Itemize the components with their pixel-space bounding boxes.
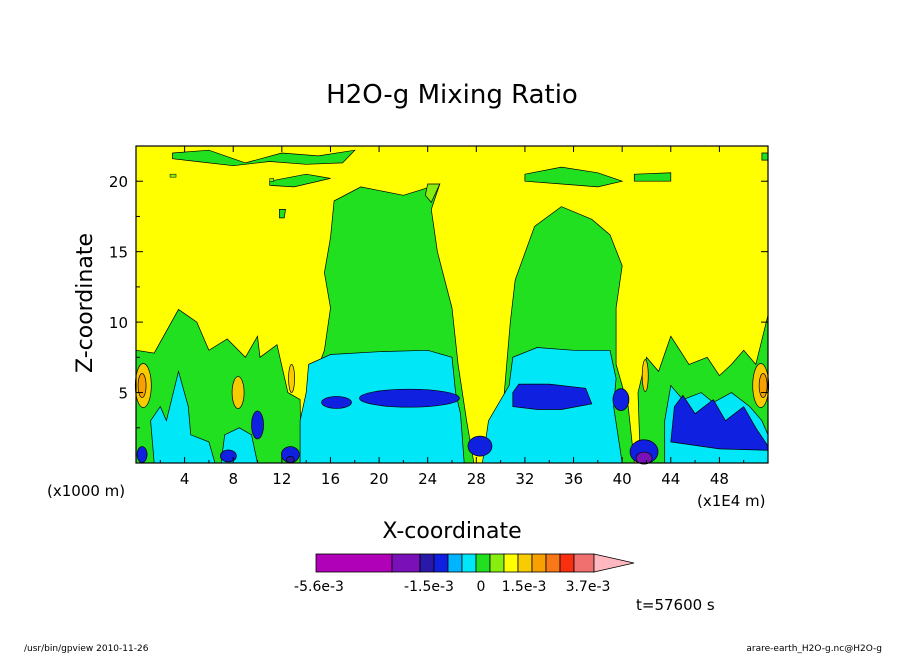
x-tick-label: 8 (228, 470, 238, 488)
contour-green-top-6 (279, 209, 286, 219)
plot-area (134, 145, 770, 465)
x-axis: 4 8 12 16 20 24 28 32 36 40 44 48 (159, 146, 745, 488)
contour-cyan-center (299, 349, 465, 464)
y-tick-label: 10 (109, 314, 128, 332)
speck-2 (269, 178, 274, 182)
contour-blue-10 (136, 446, 148, 463)
colorbar-swatch (461, 553, 477, 573)
x-tick-label: 32 (515, 470, 534, 488)
y-tick-label: 5 (118, 385, 128, 403)
contour-orange-right-inner (758, 373, 768, 398)
contour-orange-x8 (231, 376, 245, 409)
colorbar-swatch (447, 553, 463, 573)
contour-green-top-1 (172, 149, 356, 167)
contour-blue-1 (321, 396, 352, 409)
contour-blue-7 (467, 435, 493, 457)
contour-blue-4 (612, 388, 630, 411)
colorbar-swatch (433, 553, 449, 573)
colorbar-swatch (517, 553, 533, 573)
x-tick-label: 40 (613, 470, 632, 488)
x-tick-label: 28 (467, 470, 486, 488)
x-unit-right: (x1E4 m) (697, 492, 766, 510)
colorbar-swatch (419, 553, 435, 573)
contour-green-top-2 (269, 173, 331, 188)
colorbar-label: -5.6e-3 (294, 579, 344, 595)
contour-blue-3 (512, 383, 593, 410)
x-tick-label: 20 (370, 470, 389, 488)
contour-green-top-5 (761, 152, 769, 161)
contour-blue-9 (220, 449, 237, 463)
x-tick-label: 4 (180, 470, 190, 488)
y-tick-label: 20 (109, 173, 128, 191)
contour-orange-left-inner (137, 373, 147, 398)
chart-title: H2O-g Mixing Ratio (326, 80, 578, 110)
footer-left: /usr/bin/gpview 2010-11-26 (24, 644, 149, 654)
colorbar: -5.6e-3 -1.5e-3 0 1.5e-3 3.7e-3 (294, 553, 635, 595)
contour-orange-x12 (288, 364, 295, 393)
y-tick-label: 15 (109, 244, 128, 262)
contour-green-top-4 (633, 172, 672, 182)
colorbar-swatch (489, 553, 505, 573)
colorbar-arrow (593, 553, 635, 573)
contour-blue-6 (251, 410, 264, 440)
contour-orange-x42 (641, 359, 649, 392)
y-axis: 5 10 15 20 (109, 173, 768, 429)
colorbar-swatch (573, 553, 595, 573)
x-axis-label: X-coordinate (382, 519, 521, 544)
contour-green-top-3 (524, 166, 624, 188)
colorbar-label: -1.5e-3 (404, 579, 454, 595)
x-tick-label: 16 (321, 470, 340, 488)
x-tick-label: 48 (710, 470, 729, 488)
x-tick-label: 24 (418, 470, 437, 488)
colorbar-swatch (475, 553, 491, 573)
contour-lightgreen-1 (424, 183, 441, 204)
colorbar-label: 0 (477, 579, 486, 595)
contour-purple-1 (635, 451, 653, 465)
colorbar-swatch (531, 553, 547, 573)
colorbar-swatch (545, 553, 561, 573)
x-tick-label: 12 (272, 470, 291, 488)
colorbar-swatch (503, 553, 519, 573)
colorbar-swatch (315, 553, 393, 573)
y-axis-label: Z-coordinate (73, 233, 98, 373)
x-tick-label: 36 (564, 470, 583, 488)
colorbar-label: 3.7e-3 (566, 579, 611, 595)
colorbar-swatch (391, 553, 421, 573)
speck-1 (169, 173, 177, 178)
contour-cyan-left (150, 370, 216, 464)
contour-navy-1 (286, 456, 295, 463)
colorbar-label: 1.5e-3 (502, 579, 547, 595)
contour-blue-2 (359, 388, 460, 408)
contour-blue-5 (670, 394, 769, 451)
time-label: t=57600 s (636, 596, 715, 614)
x-unit-left: (x1000 m) (47, 482, 125, 500)
colorbar-swatch (559, 553, 575, 573)
x-tick-label: 44 (661, 470, 680, 488)
footer-right: arare-earth_H2O-g.nc@H2O-g (746, 644, 882, 654)
